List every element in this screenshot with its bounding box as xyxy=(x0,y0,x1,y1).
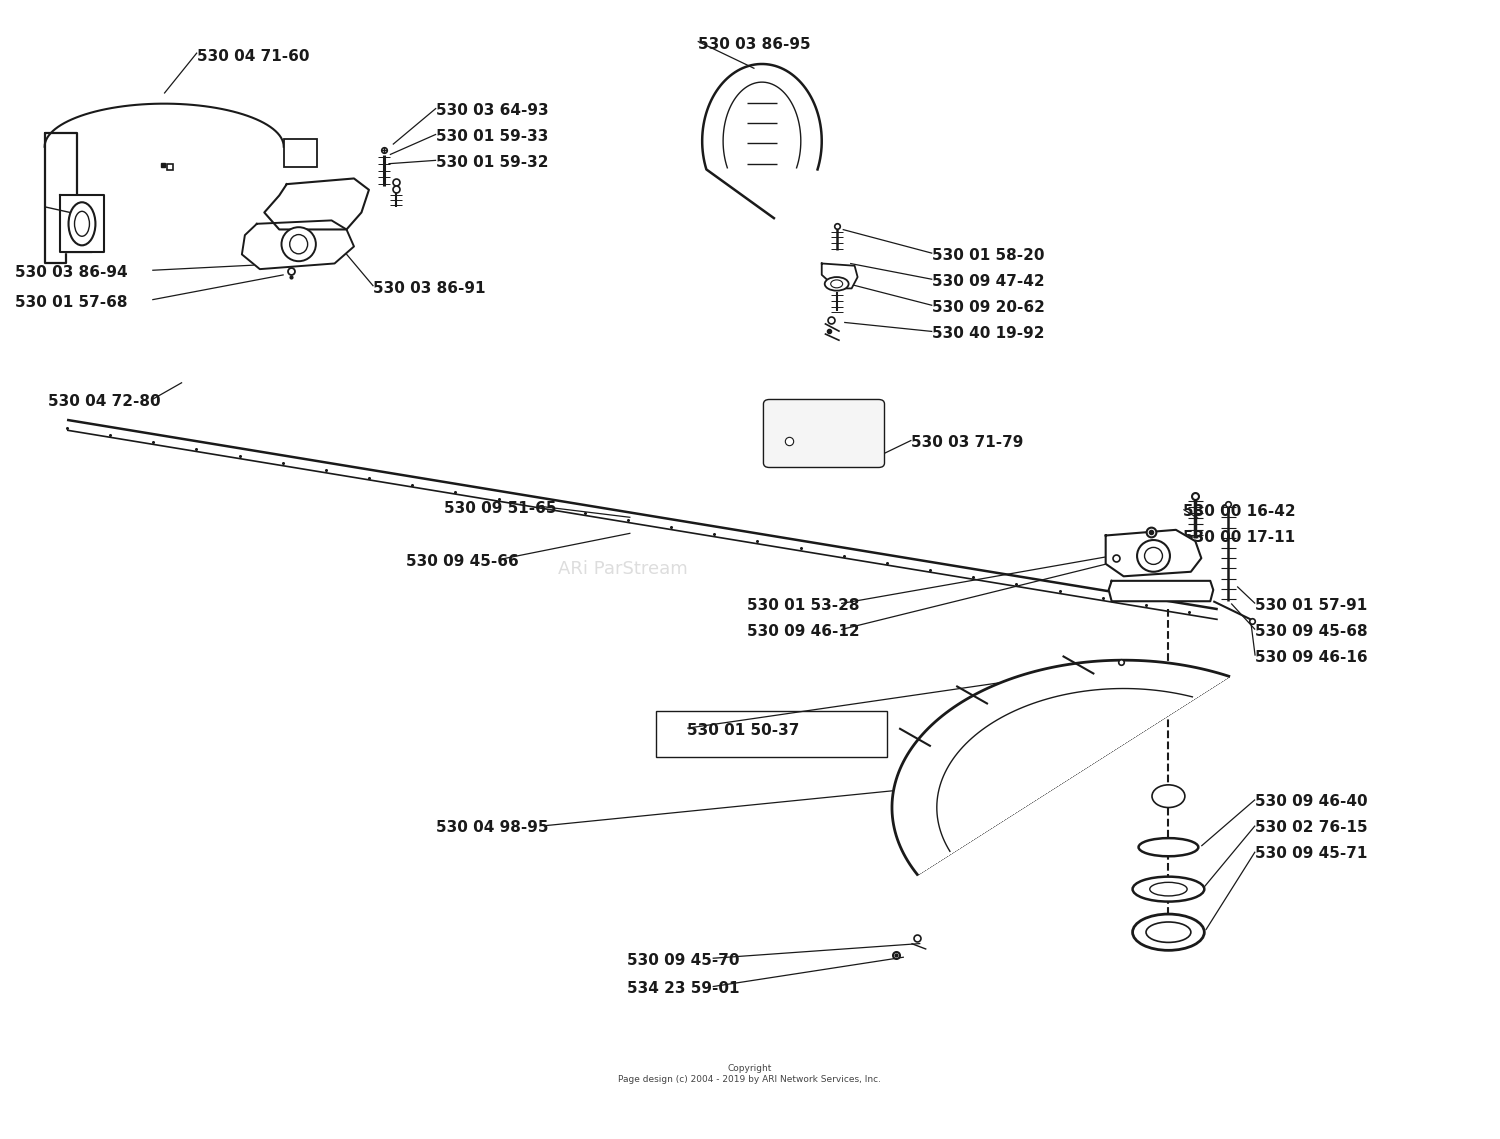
Ellipse shape xyxy=(825,277,849,290)
Text: 530 03 71-79: 530 03 71-79 xyxy=(912,435,1024,450)
Ellipse shape xyxy=(1152,785,1185,808)
Text: 530 01 57-91: 530 01 57-91 xyxy=(1256,598,1368,613)
Text: Copyright
Page design (c) 2004 - 2019 by ARI Network Services, Inc.: Copyright Page design (c) 2004 - 2019 by… xyxy=(618,1064,882,1083)
Text: 530 09 45-66: 530 09 45-66 xyxy=(406,554,519,570)
Text: 530 02 76-15: 530 02 76-15 xyxy=(1256,820,1368,835)
Text: 530 01 58-20: 530 01 58-20 xyxy=(933,248,1046,263)
Text: ARi ParStream: ARi ParStream xyxy=(558,560,688,579)
Ellipse shape xyxy=(1137,540,1170,572)
Text: 530 03 86-91: 530 03 86-91 xyxy=(374,281,486,296)
Text: 530 04 71-60: 530 04 71-60 xyxy=(196,49,309,64)
FancyBboxPatch shape xyxy=(764,400,885,467)
Text: 530 09 47-42: 530 09 47-42 xyxy=(933,274,1046,289)
Polygon shape xyxy=(242,221,354,269)
Polygon shape xyxy=(892,661,1228,875)
Text: 530 09 45-71: 530 09 45-71 xyxy=(1256,846,1368,861)
Text: 530 01 59-33: 530 01 59-33 xyxy=(436,129,549,144)
Text: 530 04 98-95: 530 04 98-95 xyxy=(436,820,549,835)
Text: 530 01 59-32: 530 01 59-32 xyxy=(436,155,549,170)
Text: 530 00 17-11: 530 00 17-11 xyxy=(1184,531,1296,546)
Polygon shape xyxy=(264,179,369,229)
Polygon shape xyxy=(1108,581,1214,601)
Bar xyxy=(284,139,316,167)
Ellipse shape xyxy=(1132,877,1204,902)
Ellipse shape xyxy=(1132,915,1204,950)
Text: 530 01 50-37: 530 01 50-37 xyxy=(687,723,800,738)
Text: 530 09 51-65: 530 09 51-65 xyxy=(444,501,556,516)
Ellipse shape xyxy=(69,203,96,245)
Text: 534 23 59-01: 534 23 59-01 xyxy=(627,982,740,997)
Polygon shape xyxy=(60,196,105,252)
Text: 530 09 46-16: 530 09 46-16 xyxy=(1256,650,1368,665)
Text: 530 04 72-80: 530 04 72-80 xyxy=(48,394,160,409)
Text: 530 01 53-28: 530 01 53-28 xyxy=(747,598,859,613)
Text: 530 09 20-62: 530 09 20-62 xyxy=(933,301,1046,316)
Polygon shape xyxy=(1106,530,1202,576)
Text: 530 01 57-68: 530 01 57-68 xyxy=(15,295,128,310)
Text: 530 09 45-70: 530 09 45-70 xyxy=(627,953,740,968)
Text: 530 00 16-42: 530 00 16-42 xyxy=(1184,505,1296,519)
Ellipse shape xyxy=(282,227,316,261)
Text: 530 09 46-40: 530 09 46-40 xyxy=(1256,794,1368,810)
Text: 530 40 19-92: 530 40 19-92 xyxy=(933,326,1046,342)
Polygon shape xyxy=(702,64,822,219)
Text: 530 09 45-68: 530 09 45-68 xyxy=(1256,624,1368,639)
Text: 530 03 86-95: 530 03 86-95 xyxy=(698,38,810,52)
Text: 530 09 46-12: 530 09 46-12 xyxy=(747,624,859,639)
Text: 530 03 86-94: 530 03 86-94 xyxy=(15,265,128,280)
Text: 530 03 64-93: 530 03 64-93 xyxy=(436,103,549,118)
Polygon shape xyxy=(822,263,858,288)
Ellipse shape xyxy=(1138,838,1198,857)
